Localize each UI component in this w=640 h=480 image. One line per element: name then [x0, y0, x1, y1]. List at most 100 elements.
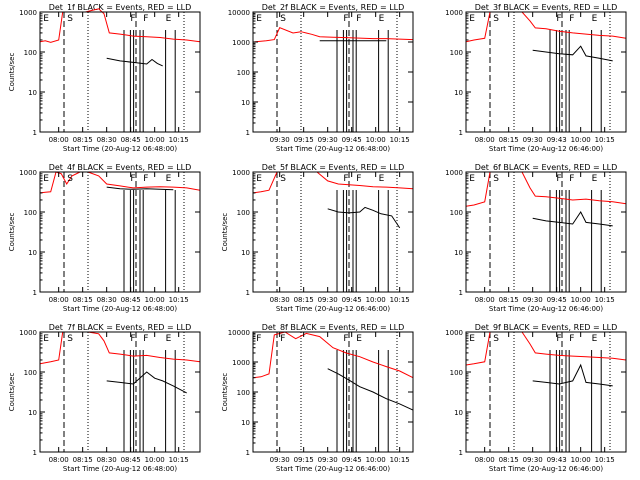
region-annotation: E: [43, 14, 49, 24]
x-axis-label: Start Time (20-Aug-12 06:48:00): [63, 465, 177, 473]
region-annotation: F: [280, 334, 285, 344]
x-tick-label: 08:15: [499, 456, 519, 464]
x-tick-label: 10:00: [145, 136, 165, 144]
x-tick-label: 10:15: [595, 296, 615, 304]
x-tick-label: 08:00: [49, 136, 69, 144]
y-tick-label: 100: [450, 49, 463, 57]
y-axis-label: Counts/sec: [8, 213, 16, 252]
plot-frame: [465, 331, 627, 453]
x-tick-label: 09:30: [523, 456, 543, 464]
region-annotation: E: [469, 174, 475, 184]
y-tick-label: 100: [24, 49, 37, 57]
x-tick-label: 10:00: [571, 456, 591, 464]
chart-title: Det_7f BLACK = Events, RED = LLD: [49, 323, 192, 332]
x-tick-label: 08:00: [49, 456, 69, 464]
region-annotation: S: [493, 334, 499, 344]
x-tick-label: 08:15: [73, 136, 93, 144]
x-tick-label: 10:00: [366, 296, 386, 304]
x-axis-label: Start Time (20-Aug-12 06:46:00): [276, 305, 390, 313]
lld-series-line: [252, 27, 414, 43]
y-tick-label: 1000: [232, 169, 250, 177]
plot-frame: [39, 171, 201, 293]
x-axis-label: Start Time (20-Aug-12 06:48:00): [276, 145, 390, 153]
plot-frame: [39, 331, 201, 453]
x-tick-label: 09:15: [294, 456, 314, 464]
events-series-line: [106, 186, 174, 191]
x-axis-label: Start Time (20-Aug-12 06:48:00): [63, 145, 177, 153]
y-tick-label: 1: [459, 129, 463, 137]
y-tick-label: 1000: [232, 39, 250, 47]
region-annotation: E: [256, 174, 262, 184]
y-tick-label: 10: [241, 419, 250, 427]
y-axis-label: Counts/sec: [221, 373, 229, 412]
events-series-line: [106, 57, 163, 67]
x-tick-label: 10:00: [145, 456, 165, 464]
region-annotation: E: [379, 14, 385, 24]
region-annotation: F: [569, 334, 574, 344]
x-tick-label: 10:15: [390, 456, 410, 464]
x-tick-label: 09:45: [342, 136, 362, 144]
x-tick-label: 08:30: [97, 136, 117, 144]
x-tick-label: 08:45: [121, 136, 141, 144]
y-tick-label: 10: [28, 89, 37, 97]
region-annotation: S: [493, 14, 499, 24]
x-tick-label: 09:30: [318, 136, 338, 144]
y-tick-label: 100: [450, 209, 463, 217]
x-tick-label: 08:00: [49, 296, 69, 304]
chart-title: Det_9f BLACK = Events, RED = LLD: [475, 323, 618, 332]
y-axis-label: Counts/sec: [8, 53, 16, 92]
x-tick-label: 09:43: [547, 456, 567, 464]
y-tick-label: 1000: [19, 169, 37, 177]
lld-series-line: [39, 331, 201, 365]
x-tick-label: 10:00: [366, 136, 386, 144]
events-series-line: [327, 206, 401, 229]
x-tick-label: 08:30: [270, 296, 290, 304]
y-tick-label: 1000: [445, 9, 463, 17]
events-series-line: [532, 45, 613, 62]
region-annotation: E: [166, 174, 172, 184]
region-annotation: E: [256, 14, 262, 24]
region-annotation: S: [280, 174, 286, 184]
y-tick-label: 1: [459, 449, 463, 457]
chart-title: Det_5f BLACK = Events, RED = LLD: [262, 163, 405, 172]
region-annotation: F: [143, 334, 148, 344]
chart-panel-3: Det_3f BLACK = Events, RED = LLD 1 10 100 10…: [445, 3, 627, 153]
x-tick-label: 10:15: [169, 456, 189, 464]
region-annotation: S: [67, 334, 73, 344]
x-axis-label: Start Time (20-Aug-12 06:48:00): [63, 305, 177, 313]
chart-title: Det_4f BLACK = Events, RED = LLD: [49, 163, 192, 172]
events-series-line: [532, 363, 613, 387]
region-annotation: F: [143, 14, 148, 24]
region-annotation: F: [556, 334, 561, 344]
lld-series-line: [465, 11, 627, 43]
x-tick-label: 09:30: [523, 136, 543, 144]
y-tick-label: 1000: [445, 169, 463, 177]
chart-panel-4: Det_4f BLACK = Events, RED = LLD 1 10 100 10…: [8, 163, 201, 313]
chart-title: Det_3f BLACK = Events, RED = LLD: [475, 3, 618, 12]
x-tick-label: 10:15: [595, 136, 615, 144]
y-tick-label: 10: [241, 249, 250, 257]
region-annotation: F: [356, 174, 361, 184]
region-annotation: E: [43, 334, 49, 344]
y-tick-label: 10: [28, 409, 37, 417]
x-tick-label: 10:00: [571, 296, 591, 304]
x-tick-label: 10:00: [571, 136, 591, 144]
chart-panel-8: Det_8f BLACK = Events, RED = LLD 1 10 100 10…: [221, 323, 414, 473]
x-tick-label: 09:43: [547, 136, 567, 144]
chart-title: Det_2f BLACK = Events, RED = LLD: [262, 3, 405, 12]
region-annotation: S: [493, 174, 499, 184]
region-annotation: F: [130, 14, 135, 24]
lld-series-line: [39, 171, 201, 194]
lld-series-line: [252, 171, 414, 194]
region-annotation: F: [569, 174, 574, 184]
region-annotation: E: [469, 14, 475, 24]
chart-title: Det_6f BLACK = Events, RED = LLD: [475, 163, 618, 172]
region-annotation: F: [343, 174, 348, 184]
y-axis-label: Counts/sec: [221, 213, 229, 252]
y-tick-label: 10: [454, 249, 463, 257]
x-tick-label: 08:45: [121, 296, 141, 304]
chart-panel-6: Det_6f BLACK = Events, RED = LLD 1 10 100 10…: [445, 163, 627, 313]
plot-frame: [465, 11, 627, 133]
y-tick-label: 1000: [19, 329, 37, 337]
x-tick-label: 09:45: [342, 456, 362, 464]
